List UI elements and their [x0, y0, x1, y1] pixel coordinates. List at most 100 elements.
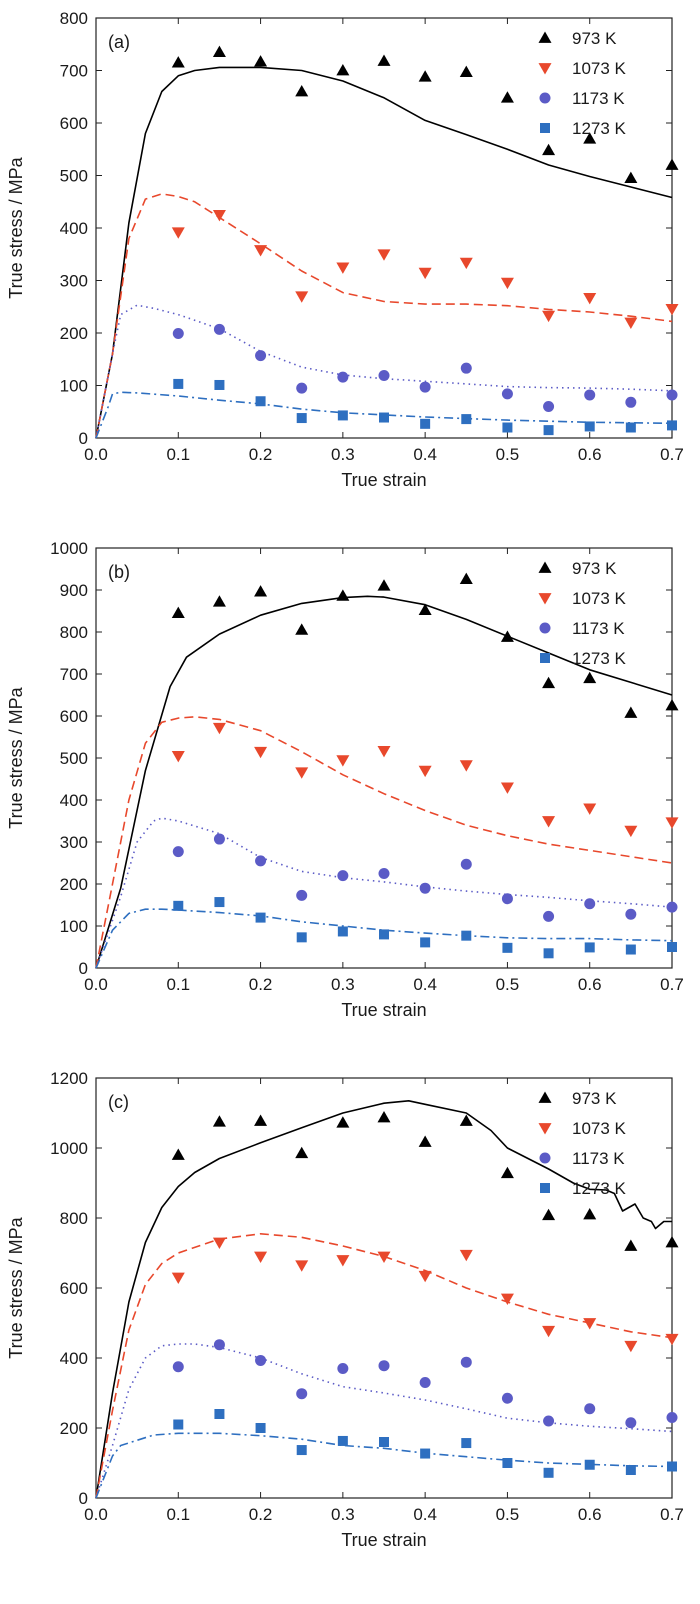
- data-point-1: [377, 745, 391, 758]
- data-point-0: [171, 606, 185, 618]
- data-point-0: [418, 1135, 432, 1147]
- data-point-2: [296, 1388, 308, 1400]
- data-point-1: [542, 816, 556, 828]
- data-point-0: [336, 589, 350, 601]
- data-point-0: [295, 85, 309, 97]
- data-point-2: [378, 370, 390, 382]
- data-point-2: [378, 1360, 390, 1372]
- data-point-1: [624, 1340, 638, 1353]
- legend-label-2: 1173 K: [572, 89, 625, 108]
- data-point-2: [666, 901, 678, 913]
- data-point-0: [583, 132, 597, 144]
- data-point-0: [418, 603, 432, 616]
- data-point-3: [667, 420, 677, 431]
- data-point-0: [254, 585, 268, 597]
- data-point-1: [418, 1270, 432, 1283]
- data-point-3: [420, 937, 431, 948]
- y-axis-title: True stress / MPa: [6, 156, 26, 298]
- data-point-3: [337, 1435, 348, 1446]
- data-point-2: [213, 833, 225, 845]
- y-tick-label: 900: [60, 581, 88, 600]
- data-point-2: [666, 389, 678, 401]
- x-tick-label: 0.2: [249, 445, 273, 464]
- series-curve-0: [95, 66, 673, 439]
- data-point-3: [625, 422, 636, 433]
- data-point-3: [502, 942, 513, 953]
- data-point-0: [500, 91, 514, 103]
- series-curve-2: [95, 817, 673, 969]
- data-point-1: [254, 1251, 268, 1263]
- data-point-0: [624, 706, 638, 718]
- data-point-0: [295, 623, 309, 635]
- data-point-3: [214, 379, 225, 390]
- series-curve-0: [95, 1099, 672, 1499]
- y-tick-label: 300: [60, 833, 88, 852]
- data-point-3: [543, 425, 554, 436]
- data-point-3: [337, 926, 348, 937]
- data-point-1: [542, 1325, 556, 1338]
- y-tick-label: 400: [60, 791, 88, 810]
- y-tick-label: 200: [60, 875, 88, 894]
- series-curve-1: [95, 1233, 673, 1499]
- y-tick-label: 500: [60, 167, 88, 186]
- data-point-3: [584, 1459, 595, 1470]
- data-point-0: [212, 1115, 226, 1127]
- data-point-3: [255, 912, 266, 923]
- series-curve-1: [95, 193, 673, 439]
- data-point-1: [171, 227, 185, 239]
- data-point-0: [336, 1116, 350, 1128]
- data-point-0: [624, 1239, 638, 1251]
- chart-panel-1: 0.0 0.1 0.2 0.3 0.4 0.5 0.6 0.7 0 100 200 300 400 500…: [6, 539, 684, 1020]
- x-tick-label: 0.1: [166, 1505, 190, 1524]
- legend-marker-3: [540, 123, 550, 133]
- data-point-1: [295, 291, 309, 303]
- data-point-2: [172, 846, 184, 858]
- x-tick-label: 0.3: [331, 975, 355, 994]
- y-tick-label: 600: [60, 707, 88, 726]
- y-axis-title: True stress / MPa: [6, 1216, 26, 1358]
- x-tick-label: 0.6: [578, 975, 602, 994]
- data-point-2: [460, 858, 472, 870]
- data-point-1: [459, 257, 473, 270]
- legend-label-3: 1273 K: [572, 1179, 627, 1198]
- y-tick-label: 0: [79, 959, 88, 978]
- data-point-1: [377, 249, 391, 261]
- data-point-2: [419, 882, 431, 894]
- legend-label-1: 1073 K: [572, 589, 627, 608]
- data-point-2: [501, 893, 513, 905]
- data-point-3: [296, 932, 307, 943]
- x-tick-label: 0.1: [166, 975, 190, 994]
- data-point-1: [500, 1293, 514, 1305]
- panel-label: (c): [108, 1092, 129, 1112]
- series-curve-2: [95, 304, 673, 439]
- x-tick-label: 0.0: [84, 975, 108, 994]
- data-point-0: [212, 595, 226, 607]
- data-point-0: [665, 1236, 679, 1248]
- y-tick-label: 1000: [50, 539, 88, 558]
- data-point-3: [461, 930, 472, 941]
- data-point-2: [255, 1354, 267, 1366]
- legend-marker-0: [538, 1091, 552, 1103]
- data-point-1: [459, 1249, 473, 1262]
- data-point-0: [212, 45, 226, 57]
- data-point-0: [459, 572, 473, 584]
- y-tick-label: 1200: [50, 1069, 88, 1088]
- data-point-3: [461, 1438, 472, 1449]
- y-tick-label: 0: [79, 1489, 88, 1508]
- data-point-1: [171, 751, 185, 763]
- y-tick-label: 700: [60, 62, 88, 81]
- data-point-1: [624, 317, 638, 329]
- x-tick-label: 0.4: [413, 975, 437, 994]
- data-point-3: [625, 1465, 636, 1475]
- y-tick-label: 500: [60, 749, 88, 768]
- data-point-1: [418, 267, 432, 280]
- data-point-0: [171, 56, 185, 68]
- y-tick-label: 800: [60, 9, 88, 28]
- legend-marker-1: [538, 1123, 552, 1135]
- x-tick-label: 0.5: [496, 975, 520, 994]
- legend-label-3: 1273 K: [572, 119, 627, 138]
- legend-label-2: 1173 K: [572, 1149, 625, 1168]
- x-axis-title: True strain: [341, 470, 426, 490]
- data-point-2: [501, 388, 513, 400]
